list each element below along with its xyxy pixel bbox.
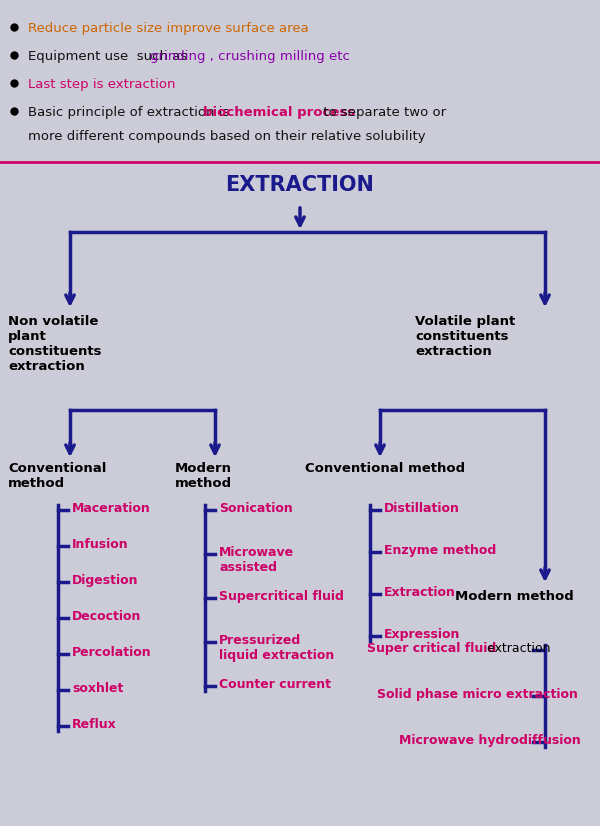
Text: EXTRACTION: EXTRACTION xyxy=(226,175,374,195)
Text: Microwave
assisted: Microwave assisted xyxy=(219,546,294,574)
Text: Maceration: Maceration xyxy=(72,502,151,515)
Text: Digestion: Digestion xyxy=(72,574,139,587)
Text: biochemical process: biochemical process xyxy=(203,106,355,119)
Text: Conventional
method: Conventional method xyxy=(8,462,106,490)
Text: soxhlet: soxhlet xyxy=(72,682,124,695)
Text: Basic principle of extraction is: Basic principle of extraction is xyxy=(28,106,233,119)
Text: Conventional method: Conventional method xyxy=(305,462,465,475)
Text: grinding , crushing milling etc: grinding , crushing milling etc xyxy=(150,50,350,63)
Text: Equipment use  such as: Equipment use such as xyxy=(28,50,191,63)
Text: Distillation: Distillation xyxy=(384,502,460,515)
Text: Reflux: Reflux xyxy=(72,718,117,731)
Text: Expression: Expression xyxy=(384,628,460,641)
Text: Enzyme method: Enzyme method xyxy=(384,544,496,557)
Text: Percolation: Percolation xyxy=(72,646,152,659)
Text: Infusion: Infusion xyxy=(72,538,128,551)
Text: more different compounds based on their relative solubility: more different compounds based on their … xyxy=(28,130,425,143)
Text: Non volatile
plant
constituents
extraction: Non volatile plant constituents extracti… xyxy=(8,315,101,373)
Text: Microwave hydrodiffusion: Microwave hydrodiffusion xyxy=(399,734,581,747)
Text: Sonication: Sonication xyxy=(219,502,293,515)
Text: extraction: extraction xyxy=(483,642,550,655)
Text: Last step is extraction: Last step is extraction xyxy=(28,78,176,91)
Text: to separate two or: to separate two or xyxy=(319,106,446,119)
Text: Solid phase micro extraction: Solid phase micro extraction xyxy=(377,688,578,701)
Text: Supercritical fluid: Supercritical fluid xyxy=(219,590,344,603)
Text: Super critical fluid: Super critical fluid xyxy=(367,642,496,655)
Text: Counter current: Counter current xyxy=(219,678,331,691)
Text: Decoction: Decoction xyxy=(72,610,142,623)
Text: Volatile plant
constituents
extraction: Volatile plant constituents extraction xyxy=(415,315,515,358)
Text: Reduce particle size improve surface area: Reduce particle size improve surface are… xyxy=(28,22,309,35)
Text: Pressurized
liquid extraction: Pressurized liquid extraction xyxy=(219,634,334,662)
Text: Modern
method: Modern method xyxy=(175,462,232,490)
Text: Modern method: Modern method xyxy=(455,590,574,603)
Text: Extraction: Extraction xyxy=(384,586,456,599)
